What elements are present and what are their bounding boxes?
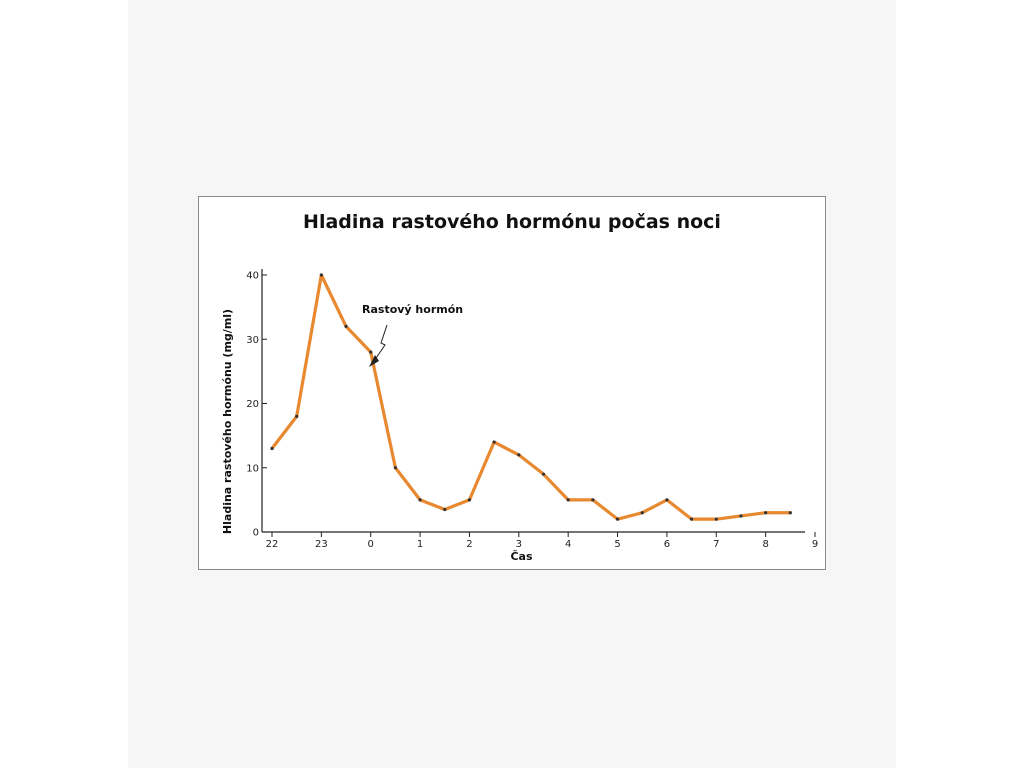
chart-labels: Čas Hladina rastového hormónu (mg/ml) Ra…: [221, 303, 533, 563]
data-point: [393, 466, 398, 470]
data-point: [764, 511, 768, 515]
data-point: [418, 498, 422, 502]
data-point: [788, 511, 792, 515]
data-point: [467, 498, 472, 502]
y-tick-label: 30: [246, 335, 259, 346]
data-point: [492, 440, 496, 444]
data-point: [739, 514, 743, 518]
data-point: [689, 517, 694, 521]
x-axis-label: Čas: [510, 550, 532, 563]
data-point: [517, 453, 521, 457]
y-axis-label: Hladina rastového hormónu (mg/ml): [221, 309, 234, 534]
x-tick-label: 5: [614, 539, 620, 550]
x-tick-label: 4: [565, 539, 571, 550]
data-point: [615, 517, 620, 521]
data-point: [344, 324, 348, 328]
series-line: [270, 273, 792, 521]
chart-series: [270, 273, 792, 521]
data-point: [541, 472, 546, 476]
annotation-arrow: [369, 324, 388, 367]
annotation-arrow-head: [369, 355, 379, 367]
chart-figure: Hladina rastového hormónu počas noci 0 10…: [198, 196, 826, 570]
data-point: [295, 414, 299, 418]
x-tick-label: 7: [713, 539, 719, 550]
x-tick-label: 3: [516, 539, 522, 550]
data-point: [640, 511, 644, 515]
x-tick-label: 8: [762, 539, 768, 550]
x-tick-label: 0: [368, 539, 374, 550]
y-tick-label: 40: [246, 271, 259, 282]
chart-axes: [261, 269, 805, 533]
y-tick-label: 20: [246, 399, 259, 410]
x-tick-label: 1: [417, 539, 423, 550]
x-tick-label: 22: [266, 539, 279, 550]
data-point: [443, 507, 447, 512]
y-tick-label: 10: [246, 463, 259, 474]
data-point: [665, 498, 669, 502]
annotation-arrow-line: [373, 324, 388, 362]
data-point: [369, 350, 373, 354]
data-point: [319, 273, 323, 277]
y-tick-label: 0: [253, 528, 259, 539]
data-point: [270, 446, 274, 451]
x-tick-label: 23: [315, 539, 328, 550]
chart-title: Hladina rastového hormónu počas noci: [303, 211, 721, 233]
data-point: [591, 498, 595, 502]
data-point: [566, 498, 570, 502]
data-point: [714, 517, 718, 521]
x-tick-label: 2: [466, 539, 472, 550]
x-tick-label: 9: [812, 539, 818, 550]
annotation-label: Rastový hormón: [362, 303, 463, 316]
x-tick-label: 6: [664, 539, 670, 550]
